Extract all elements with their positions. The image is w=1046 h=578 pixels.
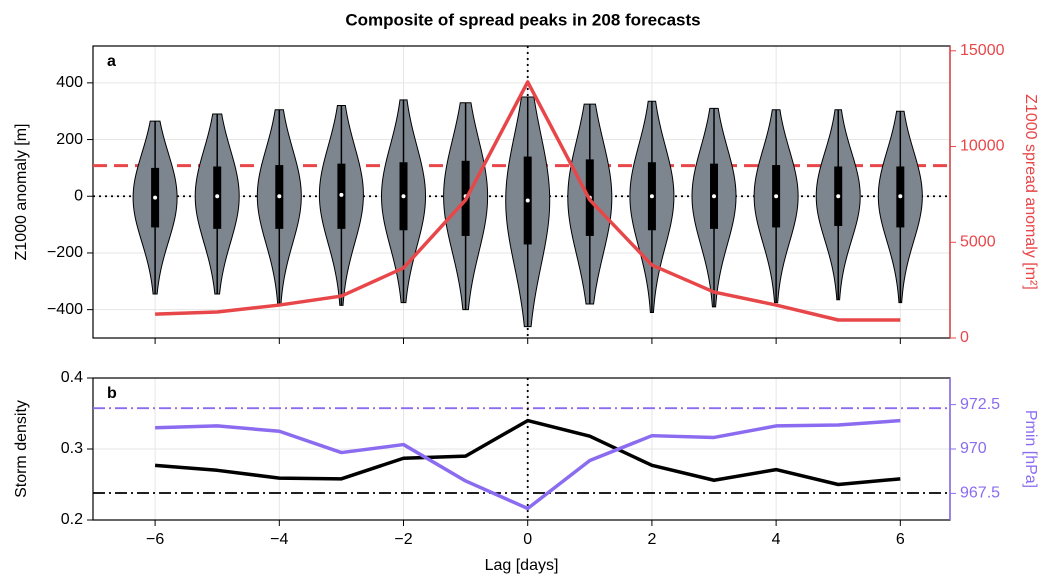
y-tick-label: 0 — [74, 187, 83, 204]
x-tick-label: 4 — [772, 531, 781, 548]
y2-axis-label: Pmin [hPa] — [1022, 410, 1039, 488]
x-tick-label: −2 — [394, 531, 412, 548]
median-dot — [339, 192, 344, 197]
panel-label: b — [107, 385, 117, 402]
y-tick-label: 200 — [56, 131, 83, 148]
median-dot — [898, 194, 903, 199]
series-line — [154, 418, 901, 487]
median-dot — [153, 195, 158, 200]
x-axis-label: Lag [days] — [485, 557, 559, 574]
median-dot — [525, 198, 530, 203]
median-dot — [215, 194, 220, 199]
y-tick-label: 0.2 — [61, 511, 83, 528]
series-line — [155, 80, 901, 322]
y2-tick-label: 10000 — [960, 138, 1005, 155]
x-tick-label: −6 — [146, 531, 164, 548]
y2-tick-label: 0 — [960, 329, 969, 346]
x-tick-label: 2 — [647, 531, 656, 548]
y2-tick-label: 967.5 — [960, 485, 1000, 502]
y2-tick-label: 970 — [960, 440, 987, 457]
y-axis-label: Z1000 anomaly [m] — [13, 124, 30, 261]
y-axis-label: Storm density — [13, 400, 30, 498]
median-dot — [277, 194, 282, 199]
y2-tick-label: 5000 — [960, 233, 996, 250]
median-dot — [401, 194, 406, 199]
median-dot — [712, 194, 717, 199]
series-line — [155, 418, 901, 511]
median-dot — [836, 194, 841, 199]
y2-tick-label: 972.5 — [960, 396, 1000, 413]
y-tick-label: −400 — [47, 301, 83, 318]
x-tick-label: 6 — [896, 531, 905, 548]
median-dot — [774, 194, 779, 199]
median-dot — [649, 194, 654, 199]
panel-label: a — [107, 53, 116, 70]
y2-axis-label: Z1000 spread anomaly [m²] — [1022, 94, 1039, 290]
x-tick-label: −4 — [270, 531, 288, 548]
y-tick-label: 0.4 — [61, 369, 83, 386]
y2-tick-label: 15000 — [960, 42, 1005, 59]
figure-title: Composite of spread peaks in 208 forecas… — [345, 10, 700, 29]
x-tick-label: 0 — [523, 531, 532, 548]
y-tick-label: 0.3 — [61, 440, 83, 457]
y-tick-label: −200 — [47, 244, 83, 261]
y-tick-label: 400 — [56, 74, 83, 91]
